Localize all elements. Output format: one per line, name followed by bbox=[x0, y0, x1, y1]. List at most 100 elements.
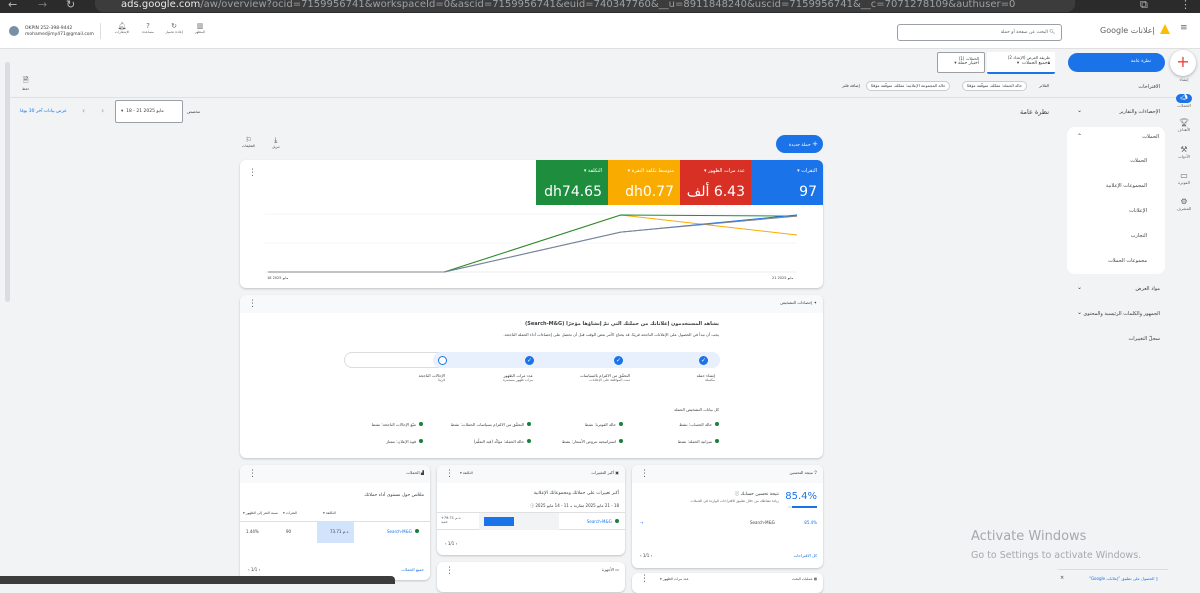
chevron-down-icon[interactable]: ⌄ bbox=[1077, 284, 1083, 291]
filter-chip[interactable]: حالة الحملة: مفعّلة، متوقّفة مؤقتًا bbox=[962, 81, 1028, 91]
create-button[interactable]: + bbox=[1170, 50, 1196, 76]
sidebar-item-campaigns[interactable]: الحملات bbox=[1130, 158, 1147, 164]
more-options-icon[interactable]: ⋮ bbox=[248, 469, 257, 479]
info-icon: ⓘ bbox=[530, 503, 535, 508]
sidebar-item-ad-groups[interactable]: المجموعات الإعلانية bbox=[1105, 183, 1147, 189]
page-title: نظرة عامة bbox=[1020, 108, 1050, 116]
optimization-score: 85.4% bbox=[785, 491, 817, 502]
dropdown-icon: ▾ bbox=[121, 109, 124, 114]
sidebar-item-overview[interactable]: نظرة عامة bbox=[1068, 53, 1165, 72]
back-icon[interactable]: ← bbox=[8, 0, 18, 11]
help-button[interactable]: ? مساعدة bbox=[138, 22, 158, 34]
account-id: OKPIN 252-398-9442 bbox=[25, 26, 73, 31]
date-comparison: 18 - 21 مايو 2025 مقارنة بـ 11 - 14 مايو… bbox=[530, 503, 619, 508]
date-range-picker[interactable]: ▾ 18 - 21 مايو 2025 bbox=[115, 100, 183, 123]
tools-icon: ⚒ bbox=[1180, 145, 1188, 154]
more-options-icon[interactable]: ⋮ bbox=[248, 299, 257, 309]
chevron-up-icon[interactable]: ⌃ bbox=[1077, 133, 1083, 140]
sidebar-item-assets[interactable]: مواد العرض bbox=[1135, 286, 1160, 292]
product-logo[interactable]: Google إعلانات bbox=[1100, 26, 1155, 35]
more-options-icon[interactable]: ⋮ bbox=[640, 574, 649, 584]
next-period-icon[interactable]: › bbox=[101, 106, 105, 115]
campaign-selector[interactable]: الحملات (1) اختيار حملة ▾ bbox=[937, 52, 985, 73]
extensions-icon[interactable]: ⧉ bbox=[1140, 0, 1148, 11]
pager[interactable]: ‹ 1/1 › bbox=[445, 541, 458, 546]
chevron-down-icon[interactable]: ⌄ bbox=[1077, 309, 1083, 316]
rail-tools[interactable]: ⚒ الأدوات bbox=[1172, 145, 1196, 159]
google-ads-logo-icon bbox=[1160, 24, 1170, 34]
rail-billing[interactable]: ▭ الفوترة bbox=[1172, 171, 1196, 185]
more-options-icon[interactable]: ⋮ bbox=[445, 469, 454, 479]
pager[interactable]: ‹ 1/1 › bbox=[640, 553, 653, 558]
feedback-button[interactable]: ⚐ التعليقات bbox=[242, 136, 256, 148]
avatar[interactable] bbox=[9, 26, 19, 36]
sidebar-item-change-history[interactable]: سجلّ التغييرات bbox=[1128, 336, 1161, 342]
filter-chip[interactable]: حالة المجموعة الإعلانية: مفعّلة، متوقّفة… bbox=[866, 81, 951, 91]
sidebar-item-recommendations[interactable]: الاقتراحات bbox=[1138, 84, 1160, 90]
prev-period-icon[interactable]: ‹ bbox=[82, 106, 86, 115]
campaign-link[interactable]: Search-M&G bbox=[387, 529, 420, 534]
rail-campaigns[interactable]: 📣︎ الحملات bbox=[1176, 94, 1192, 108]
score-bar bbox=[788, 506, 817, 508]
menu-icon[interactable]: ⋮ bbox=[1180, 0, 1191, 11]
pager[interactable]: ‹ 1/1 › bbox=[248, 567, 261, 572]
all-campaigns-link[interactable]: جميع الحملات bbox=[401, 567, 424, 572]
metric-dropdown[interactable]: التكلفة ▾ bbox=[460, 471, 473, 475]
rail-admin[interactable]: ⚙ المشرف bbox=[1172, 197, 1196, 211]
sidebar-item-ads[interactable]: الإعلانات bbox=[1129, 208, 1147, 214]
sidebar-item-campaign-groups[interactable]: مجموعات الحملات bbox=[1108, 258, 1147, 264]
save-icon: 🗎︎ bbox=[22, 76, 29, 84]
last-30-days-link[interactable]: عرض بيانات آخر 30 يومًا bbox=[20, 109, 67, 114]
plus-icon: + bbox=[1176, 52, 1190, 71]
refresh-button[interactable]: ↻ إعادة تحميل bbox=[165, 22, 183, 34]
metric-tile-clicks[interactable]: النقرات ▾ 97 bbox=[751, 160, 823, 205]
table-row[interactable]: +79.71 د.م. جديد Search-M&G bbox=[437, 512, 625, 530]
scrollbar[interactable] bbox=[5, 62, 10, 302]
more-options-icon[interactable]: ⋮ bbox=[445, 566, 454, 576]
column-header[interactable]: التكلفة ▾ bbox=[323, 511, 336, 515]
table-row[interactable]: → Search-M&G 85.4% bbox=[640, 520, 817, 525]
add-filter-button[interactable]: إضافة فلتر bbox=[842, 83, 860, 88]
metric-tile-avg-cpc[interactable]: متوسط تكلفة النقرة ▾ dh0.77 bbox=[608, 160, 680, 205]
status-item: حالة الفوترة: نشط bbox=[585, 422, 623, 427]
create-label: إنشاء bbox=[1179, 77, 1189, 82]
hamburger-icon[interactable]: ≡ bbox=[1180, 23, 1188, 33]
diagnostics-subtitle: يجب أن تبدأ في الحصول على الإعلانات النا… bbox=[503, 332, 719, 337]
sidebar-item-audiences[interactable]: الجمهور والكلمات الرئيسية والمحتوى bbox=[1083, 311, 1160, 317]
reload-icon[interactable]: ↻ bbox=[66, 0, 76, 11]
billing-icon: ▭ bbox=[1180, 171, 1188, 180]
address-bar[interactable]: ads.google.com/aw/overview?ocid=71599567… bbox=[95, 0, 1075, 12]
column-header[interactable]: نسبة النقر إلى الظهور ▾ bbox=[243, 511, 279, 515]
all-recommendations-link[interactable]: كل الاقتراحات bbox=[793, 553, 818, 558]
arrow-icon[interactable]: → bbox=[640, 520, 644, 525]
notifications-button[interactable]: 🔔︎ الإشعارات bbox=[112, 22, 132, 34]
forward-icon[interactable]: → bbox=[38, 0, 48, 11]
sidebar-group-campaigns[interactable]: الحملات bbox=[1142, 134, 1159, 140]
chevron-down-icon[interactable]: ⌄ bbox=[1077, 107, 1083, 114]
card-title: أكبر تغييرات على حملاتك ومجموعاتك الإعلا… bbox=[533, 491, 619, 496]
metric-tile-cost[interactable]: التكلفة ▾ dh74.65 bbox=[536, 160, 608, 205]
download-button[interactable]: ⤓ تنزيل bbox=[272, 136, 280, 149]
more-options-icon[interactable]: ⋮ bbox=[248, 168, 257, 178]
appearance-button[interactable]: ▥ المظهر bbox=[190, 22, 210, 34]
x-axis-end-label: 21 مايو 2025 bbox=[772, 276, 794, 280]
get-app-link[interactable]: ▯ الحصول على تطبيق "إعلانات Google" bbox=[1089, 576, 1158, 581]
more-options-icon[interactable]: ⋮ bbox=[640, 469, 649, 479]
new-campaign-button[interactable]: + حملة جديدة bbox=[776, 135, 823, 153]
metric-tile-impressions[interactable]: عدد مرات الظهور ▾ 6.43 ألف bbox=[680, 160, 751, 205]
view-selector[interactable]: طريقة العرض (الإعداد 2) 🔒︎جميع الحملات ▾ bbox=[987, 52, 1055, 74]
status-item: ميزانية الحملة: نشط bbox=[678, 439, 719, 444]
campaigns-card: ▟ الحملات ⋮ ملخّص حول مستوى أداء حملاتك … bbox=[240, 465, 430, 580]
sidebar-item-insights[interactable]: الإحصاءات والتقارير bbox=[1119, 109, 1160, 115]
step: إنشاء حملة مكتملة bbox=[696, 373, 715, 382]
table-row[interactable]: 73.71 د.م. 90 1.44% Search-M&G bbox=[240, 521, 430, 543]
close-icon[interactable]: × bbox=[1060, 575, 1065, 581]
search-input[interactable]: 🔍︎ البحث عن صفحة أو حملة bbox=[897, 24, 1062, 41]
save-button[interactable]: 🗎︎ حفظ bbox=[22, 76, 30, 91]
browser-toolbar: ← → ↻ ads.google.com/aw/overview?ocid=71… bbox=[0, 0, 1200, 13]
sidebar-item-experiments[interactable]: التجارب bbox=[1130, 233, 1147, 239]
metric-dropdown[interactable]: عدد مرات الظهور ▾ bbox=[660, 577, 689, 581]
column-header[interactable]: النقرات ▾ bbox=[283, 511, 297, 515]
rail-goals[interactable]: 🏆︎ الأهداف bbox=[1172, 118, 1196, 132]
biggest-changes-card: ▣ أكبر التغييرات ⋮ التكلفة ▾ أكبر تغييرا… bbox=[437, 465, 625, 555]
